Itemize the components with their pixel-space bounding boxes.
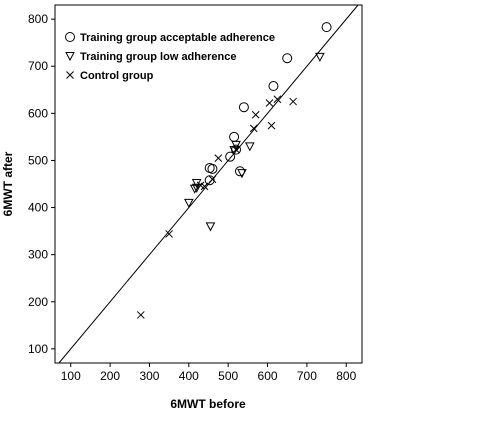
y-axis: 100 200 300 400 500 600 700 800 — [28, 12, 55, 356]
data-point — [189, 184, 200, 194]
data-point — [251, 110, 260, 119]
data-point — [183, 198, 194, 208]
x-tick-label: 500 — [218, 369, 238, 383]
data-point — [268, 81, 279, 92]
data-point — [273, 95, 282, 104]
legend: Training group acceptable adherence Train… — [65, 32, 275, 82]
data-point — [136, 311, 145, 319]
data-point — [231, 140, 241, 150]
data-point — [244, 142, 255, 152]
data-point — [232, 145, 240, 154]
data-points — [136, 22, 332, 319]
data-point — [205, 222, 216, 232]
legend-label: Control group — [80, 70, 154, 82]
y-tick-label: 600 — [28, 106, 48, 120]
data-point — [265, 99, 274, 107]
data-point — [234, 166, 245, 177]
data-point — [204, 175, 215, 186]
y-tick-label: 700 — [28, 59, 48, 73]
data-point — [200, 182, 209, 191]
y-tick-label: 400 — [28, 201, 48, 215]
x-axis: 100 200 300 400 500 600 700 800 — [61, 363, 357, 383]
data-point — [165, 230, 173, 238]
legend-label: Training group acceptable adherence — [80, 32, 275, 44]
y-axis-title: 6MWT after — [1, 151, 15, 216]
y-tick-label: 100 — [28, 342, 48, 356]
x-tick-label: 300 — [139, 369, 159, 383]
data-point — [204, 162, 215, 173]
legend-marker — [66, 71, 74, 79]
data-point — [249, 124, 258, 133]
data-point — [282, 53, 293, 64]
data-point — [237, 169, 247, 179]
x-axis-title: 6MWT before — [170, 397, 246, 411]
x-tick-label: 800 — [336, 369, 356, 383]
identity-line — [58, 4, 359, 364]
x-tick-label: 700 — [297, 369, 317, 383]
data-point — [208, 175, 217, 184]
identity-line-layer — [58, 4, 359, 364]
legend-marker — [65, 32, 75, 42]
data-point — [267, 121, 276, 130]
data-point — [321, 22, 332, 33]
y-tick-label: 500 — [28, 153, 48, 167]
data-point — [238, 102, 249, 113]
x-tick-label: 200 — [100, 369, 120, 383]
data-point — [225, 151, 236, 162]
data-point — [315, 52, 325, 62]
x-tick-label: 100 — [61, 369, 81, 383]
x-tick-label: 400 — [179, 369, 199, 383]
data-point — [289, 97, 297, 106]
y-tick-label: 800 — [28, 12, 48, 26]
y-tick-label: 200 — [28, 295, 48, 309]
legend-label: Training group low adherence — [80, 51, 236, 63]
y-tick-label: 300 — [28, 248, 48, 262]
x-tick-label: 600 — [258, 369, 278, 383]
legend-marker — [65, 52, 75, 62]
data-point — [214, 154, 223, 162]
